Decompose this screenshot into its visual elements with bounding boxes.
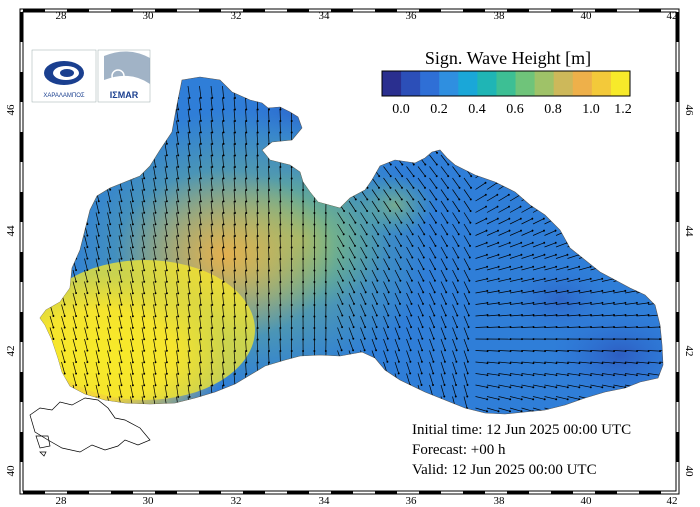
logos: ΧΑΡΑΛΑΜΠΟΣ IΣMAR bbox=[31, 49, 151, 103]
y-tick-right-46: 46 bbox=[683, 105, 695, 117]
colorbar-swatch bbox=[458, 71, 478, 96]
colorbar-swatch bbox=[401, 71, 421, 96]
x-tick-bottom-42: 42 bbox=[667, 495, 678, 507]
y-tick-right-42: 42 bbox=[683, 346, 695, 357]
y-tick-left-44: 44 bbox=[5, 225, 17, 237]
x-tick-bottom-28: 28 bbox=[56, 495, 68, 507]
x-tick-bottom-30: 30 bbox=[143, 495, 155, 507]
colorbar-legend: Sign. Wave Height [m] 0.0 0.2 0.4 0.6 0.… bbox=[381, 48, 632, 117]
colorbar-swatch bbox=[591, 71, 612, 96]
legend-tick-2: 0.4 bbox=[468, 102, 486, 117]
legend-tick-1: 0.2 bbox=[430, 102, 448, 117]
colorbar-swatch bbox=[553, 71, 574, 96]
x-tick-top-40: 40 bbox=[581, 10, 593, 22]
x-tick-top-34: 34 bbox=[319, 10, 331, 22]
x-tick-bottom-32: 32 bbox=[231, 495, 242, 507]
valid-time: Valid: 12 Jun 2025 00:00 UTC bbox=[412, 462, 597, 478]
colorbar-swatch bbox=[610, 71, 631, 96]
logo-left-text: ΧΑΡΑΛΑΜΠΟΣ bbox=[43, 93, 85, 99]
colorbar-swatch bbox=[382, 71, 402, 96]
colorbar-swatch bbox=[477, 71, 497, 96]
ismar-logo-icon bbox=[104, 51, 150, 84]
x-tick-top-36: 36 bbox=[406, 10, 418, 22]
x-tick-bottom-36: 36 bbox=[406, 495, 418, 507]
y-tick-left-40: 40 bbox=[5, 465, 17, 477]
x-tick-top-32: 32 bbox=[231, 10, 242, 22]
axis-labels: 28 30 32 34 36 38 40 42 28 30 32 34 36 3… bbox=[5, 10, 695, 507]
colorbar-swatch bbox=[439, 71, 459, 96]
colorbar-swatch bbox=[572, 71, 593, 96]
x-tick-bottom-38: 38 bbox=[494, 495, 506, 507]
legend-tick-6: 1.2 bbox=[614, 102, 632, 117]
initial-time: Initial time: 12 Jun 2025 00:00 UTC bbox=[412, 422, 631, 438]
coastline bbox=[29, 397, 151, 457]
logo-right-text: IΣMAR bbox=[110, 90, 139, 100]
x-tick-top-30: 30 bbox=[143, 10, 155, 22]
colorbar-swatch bbox=[534, 71, 555, 96]
black-sea bbox=[39, 76, 664, 415]
x-tick-top-28: 28 bbox=[56, 10, 68, 22]
y-tick-right-44: 44 bbox=[683, 226, 695, 238]
y-tick-left-46: 46 bbox=[5, 104, 17, 116]
colorbar-swatches bbox=[382, 71, 631, 96]
colorbar-swatch bbox=[515, 71, 536, 96]
legend-tick-3: 0.6 bbox=[506, 102, 524, 117]
x-tick-bottom-34: 34 bbox=[319, 495, 331, 507]
forecast-step: Forecast: +00 h bbox=[412, 442, 506, 458]
legend-tick-0: 0.0 bbox=[392, 102, 410, 117]
map-frame bbox=[19, 8, 680, 495]
x-tick-top-42: 42 bbox=[667, 10, 678, 22]
y-tick-right-40: 40 bbox=[683, 466, 695, 478]
x-tick-bottom-40: 40 bbox=[581, 495, 593, 507]
x-tick-top-38: 38 bbox=[494, 10, 506, 22]
legend-tick-4: 0.8 bbox=[544, 102, 562, 117]
y-tick-left-42: 42 bbox=[5, 346, 17, 357]
institute-logo-icon bbox=[44, 61, 84, 85]
legend-tick-5: 1.0 bbox=[582, 102, 600, 117]
colorbar-swatch bbox=[496, 71, 517, 96]
colorbar-swatch bbox=[420, 71, 440, 96]
legend-title: Sign. Wave Height [m] bbox=[425, 48, 591, 68]
forecast-info: Initial time: 12 Jun 2025 00:00 UTC Fore… bbox=[412, 422, 631, 478]
